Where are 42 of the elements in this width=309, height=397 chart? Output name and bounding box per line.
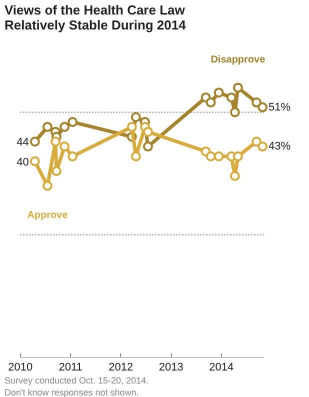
point <box>142 126 153 137</box>
point <box>232 82 243 93</box>
data-label: 44 <box>16 136 29 149</box>
x-tick-label: 2011 <box>58 362 82 374</box>
point <box>30 156 40 166</box>
x-tick-label: 2014 <box>209 362 234 374</box>
point <box>214 151 224 162</box>
point <box>68 151 78 162</box>
point <box>230 171 240 181</box>
point <box>130 112 141 122</box>
point <box>142 142 153 152</box>
point <box>214 88 224 98</box>
point <box>232 151 243 162</box>
point <box>130 151 141 162</box>
point <box>252 97 262 108</box>
point <box>258 102 268 112</box>
x-tick-label: 2013 <box>158 362 184 374</box>
point <box>68 117 78 128</box>
point <box>50 136 61 147</box>
x-tick-label: 2010 <box>8 362 33 374</box>
text: Disapprove <box>210 54 266 66</box>
point <box>226 92 236 102</box>
text: Survey conducted Oct. 15-20, 2014. <box>4 376 149 386</box>
data-label: 40 <box>16 156 29 168</box>
data-label: 43% <box>268 140 291 153</box>
point <box>206 97 216 108</box>
point <box>60 122 70 132</box>
text: Don't know responses not shown. <box>4 388 139 397</box>
point <box>30 136 40 147</box>
point <box>230 107 240 118</box>
x-tick-label: 2012 <box>108 362 134 374</box>
point <box>206 151 216 162</box>
data-label: 51% <box>268 101 291 114</box>
point <box>252 136 262 147</box>
text: Approve <box>27 210 68 221</box>
point <box>126 122 137 132</box>
point <box>258 142 268 152</box>
point <box>52 166 62 176</box>
point <box>42 180 52 191</box>
chart-title: Views of the Health Care Law Relatively Stable During 2014 <box>4 2 187 32</box>
point <box>42 122 52 132</box>
point <box>60 142 70 152</box>
